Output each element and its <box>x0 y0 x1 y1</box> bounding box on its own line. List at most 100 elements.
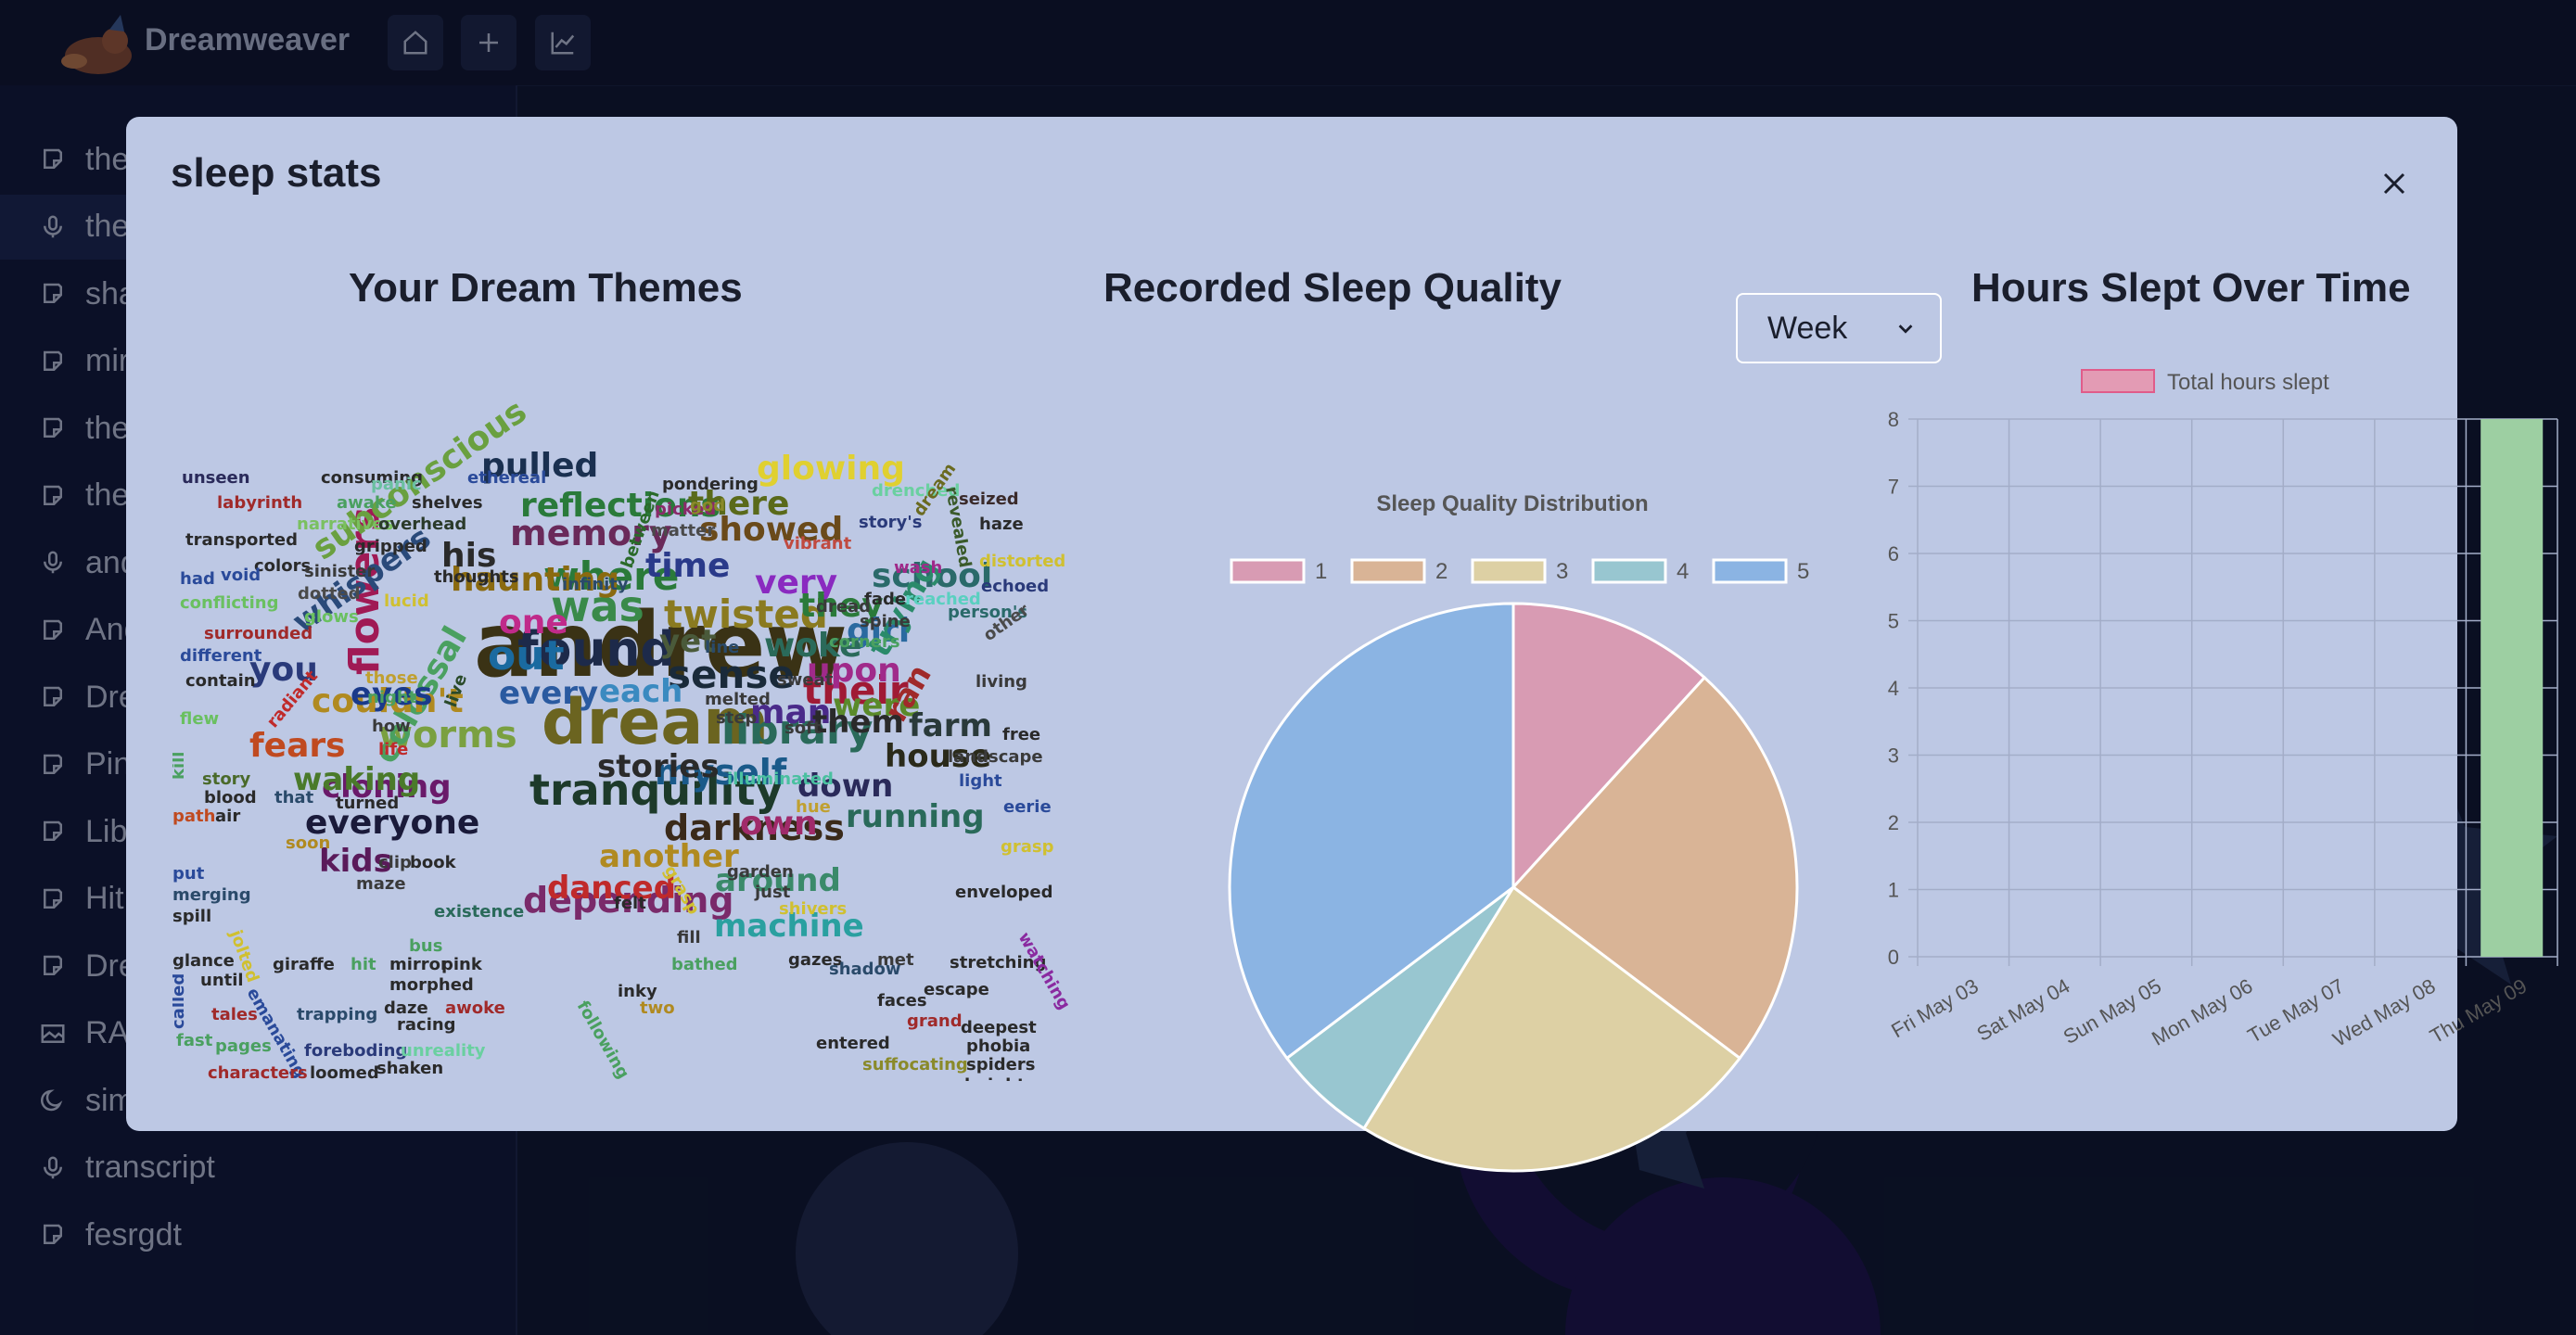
wordcloud-word: seized <box>959 490 1019 509</box>
wordcloud-word: there <box>688 485 789 523</box>
pie-legend-label[interactable]: 3 <box>1556 559 1568 584</box>
close-button[interactable] <box>2368 158 2420 210</box>
wordcloud-word: worms <box>378 714 517 756</box>
wordcloud-word: vibrant <box>784 534 852 553</box>
wordcloud-word: machine <box>714 908 864 945</box>
sleep-quality-pie-chart: Sleep Quality Distribution 1 2 3 4 5 <box>1228 491 1809 1173</box>
wordcloud-word: stretching <box>950 953 1046 973</box>
sidebar-item[interactable]: fesrgdt <box>0 1202 516 1267</box>
wordcloud-word: melted <box>705 690 771 709</box>
close-icon <box>2383 172 2405 195</box>
wordcloud-word: glance <box>172 951 235 971</box>
pie-legend-swatch[interactable] <box>1230 558 1306 584</box>
wordcloud-word: shelves <box>412 493 483 513</box>
wordcloud-word: two <box>640 998 675 1018</box>
wordcloud-word: labyrinth <box>217 493 302 513</box>
pie-legend-swatch[interactable] <box>1350 558 1426 584</box>
chevron-down-icon <box>1898 324 1913 334</box>
wordcloud-word: overhead <box>378 515 466 534</box>
wordcloud-word: different <box>180 646 262 666</box>
wordcloud-word: sweat <box>777 670 834 690</box>
wordcloud-word: shivers <box>779 899 847 919</box>
wordcloud-word: loomed <box>310 1063 379 1081</box>
sidebar-item-label: the <box>85 410 130 446</box>
bar-legend-swatch[interactable] <box>2081 369 2155 393</box>
wordcloud-word: deepest <box>961 1018 1037 1037</box>
wordcloud-word: ethereal <box>467 468 546 488</box>
pie-slice[interactable] <box>1228 602 1515 1061</box>
note-icon <box>44 283 62 303</box>
wordcloud-word: foreboding <box>304 1041 407 1061</box>
sidebar-item[interactable]: the <box>0 127 516 192</box>
pie-slice[interactable] <box>1361 884 1742 1173</box>
sidebar-item[interactable]: Hit <box>0 867 516 932</box>
add-button[interactable] <box>461 15 516 70</box>
sidebar-item[interactable]: RA <box>0 1001 516 1066</box>
wordcloud-word: contain <box>185 671 256 691</box>
bar-x-tick: Thu May 09 <box>2426 974 2531 1049</box>
home-button[interactable] <box>388 15 443 70</box>
bar-x-tick: Fri May 03 <box>1887 974 1982 1043</box>
sidebar-item-label: Lib <box>85 813 128 849</box>
wordcloud-word: myself <box>655 752 787 793</box>
wordcloud-word: drenched <box>872 481 960 501</box>
note-icon <box>44 417 62 438</box>
wordcloud-word: grand <box>907 1011 963 1031</box>
brand-logo <box>61 15 132 74</box>
pie-legend-label[interactable]: 1 <box>1315 559 1327 584</box>
wordcloud-word: void <box>221 566 261 585</box>
wordcloud-word: man <box>750 693 831 731</box>
sidebar-item[interactable]: transcript <box>0 1136 516 1201</box>
wordcloud-word: colors <box>254 556 311 576</box>
home-icon <box>403 31 427 55</box>
pie-legend-label[interactable]: 4 <box>1677 559 1689 584</box>
bar-x-tick: Sat May 04 <box>1972 974 2073 1046</box>
sidebar-item[interactable]: the <box>0 464 516 528</box>
pie-slice[interactable] <box>1511 675 1799 1061</box>
wordcloud-word: you <box>249 651 318 689</box>
wordcloud-word: haunting <box>451 561 619 599</box>
wordcloud-word: gripped <box>354 537 427 556</box>
sidebar-item[interactable]: Pin <box>0 732 516 797</box>
wordcloud-word: kids <box>319 843 392 880</box>
wordcloud-word: glows <box>304 607 359 627</box>
hours-slept-title: Hours Slept Over Time <box>1971 265 2411 311</box>
wordcloud-word: gazes <box>788 950 842 970</box>
range-select[interactable]: Week <box>1736 293 1942 363</box>
pie-legend-label[interactable]: 5 <box>1797 559 1809 584</box>
pie-legend-swatch[interactable] <box>1471 558 1547 584</box>
brand-name[interactable]: Dreamweaver <box>145 22 351 57</box>
note-icon <box>44 888 62 909</box>
pie-legend-label[interactable]: 2 <box>1435 559 1447 584</box>
sidebar-item-label: Pin <box>85 746 132 782</box>
sidebar-item[interactable]: Lib <box>0 799 516 864</box>
wordcloud-word: story <box>202 769 251 789</box>
wordcloud-word: hit <box>351 955 376 974</box>
sidebar-item-label: transcript <box>85 1150 215 1185</box>
sidebar-item-label: the <box>85 477 130 513</box>
wordcloud-word: wash <box>894 558 942 578</box>
bar-y-tick: 3 <box>1888 744 1899 768</box>
wordcloud-word: one <box>499 604 568 642</box>
wordcloud-word: tranquility <box>529 765 783 815</box>
sidebar-item[interactable]: mir <box>0 329 516 394</box>
wordcloud-word: existence <box>434 902 524 922</box>
wordcloud-word: danced <box>547 870 676 907</box>
wordcloud-word: distorted <box>979 552 1065 571</box>
wordcloud-word: girl <box>847 612 910 650</box>
sidebar-item[interactable]: the <box>0 396 516 461</box>
wordcloud-word: fade <box>864 590 906 609</box>
bar[interactable] <box>2480 419 2544 957</box>
wordcloud-word: met <box>877 950 914 970</box>
pie-slice[interactable] <box>1511 602 1707 891</box>
wordcloud-word: clip <box>378 853 412 872</box>
wordcloud-word: tales <box>211 1005 258 1024</box>
bar-legend-label[interactable]: Total hours slept <box>2167 370 2329 395</box>
note-icon <box>44 754 62 774</box>
note-icon <box>44 820 62 841</box>
wordcloud-word: fill <box>677 928 701 947</box>
pie-legend-swatch[interactable] <box>1591 558 1667 584</box>
stats-button[interactable] <box>535 15 591 70</box>
pie-legend-swatch[interactable] <box>1712 558 1788 584</box>
